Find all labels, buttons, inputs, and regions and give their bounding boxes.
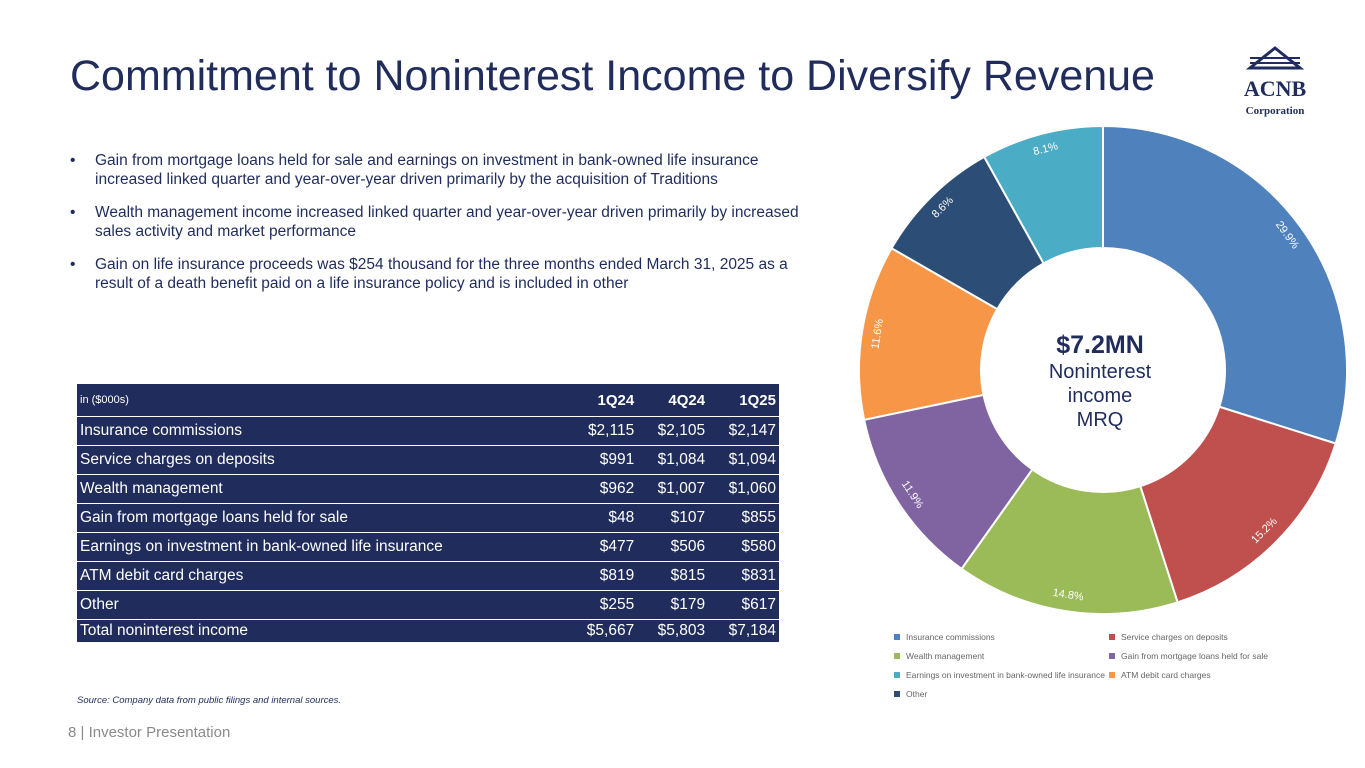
table-cell: $179 [637,590,709,620]
table-cell: Earnings on investment in bank-owned lif… [77,532,567,562]
table-row: Wealth management $962 $1,007 $1,060 [77,474,779,504]
table-cell: Wealth management [77,474,567,504]
legend-swatch [894,634,900,640]
table-row: ATM debit card charges $819 $815 $831 [77,561,779,591]
legend-item: Insurance commissions [894,632,995,642]
table-header-cell: in ($000s) [77,384,567,417]
legend-item: Earnings on investment in bank-owned lif… [894,670,1105,680]
table-row: Earnings on investment in bank-owned lif… [77,532,779,562]
donut-slice-insurance-commissions [1102,125,1348,445]
page-footer: 8 | Investor Presentation [68,724,231,741]
legend-item: Other [894,689,927,699]
table-cell: $506 [637,532,709,562]
legend-label: Earnings on investment in bank-owned lif… [906,670,1105,680]
table-cell: $5,667 [586,622,635,639]
legend-item: Gain from mortgage loans held for sale [1109,651,1268,661]
bullet-item: Wealth management income increased linke… [68,204,803,241]
table-cell: $580 [708,532,779,562]
legend-swatch [894,691,900,697]
table-cell: Other [77,590,567,620]
legend-label: Insurance commissions [906,632,995,642]
table-cell: $7,184 [728,622,776,639]
table-header-cell: 4Q24 [637,384,709,417]
table-cell: $2,105 [637,416,709,446]
bullet-item: Gain from mortgage loans held for sale a… [68,152,803,189]
table-cell: $107 [637,503,709,533]
donut-data-label: 11.6% [869,318,886,350]
table-cell: $2,115 [566,416,638,446]
donut-data-label: 14.8% [1052,587,1085,604]
table-cell: ATM debit card charges [77,561,567,591]
table-cell: Total noninterest income [80,622,249,639]
legend-swatch [894,653,900,659]
legend-item: Wealth management [894,651,984,661]
page-title: Commitment to Noninterest Income to Dive… [70,52,1155,100]
legend-label: Gain from mortgage loans held for sale [1121,651,1268,661]
table-cell: Gain from mortgage loans held for sale [77,503,567,533]
center-label-line: MRQ [1076,409,1124,431]
table-row: Insurance commissions $2,115 $2,105 $2,1… [77,416,779,446]
noninterest-income-donut-chart: 29.9%15.2%14.8%11.9%11.6%8.6%8.1% [858,125,1348,616]
bullet-item: Gain on life insurance proceeds was $254… [68,256,803,293]
table-cell: $1,094 [708,445,779,475]
table-header-row: in ($000s) 1Q24 4Q24 1Q25 [77,384,779,417]
acnb-logo: ACNB Corporation [1244,46,1307,117]
legend-swatch [1109,634,1115,640]
table-cell: $477 [566,532,638,562]
table-total-row: Total noninterest income $5,667 $5,803 $… [77,620,779,643]
table-header-cell: 1Q25 [708,384,779,417]
table-cell: $5,803 [657,622,706,639]
table-cell: $962 [566,474,638,504]
legend-label: Wealth management [906,651,985,661]
legend-item: Service charges on deposits [1109,632,1228,642]
table-cell: $991 [566,445,638,475]
table-cell: $831 [708,561,779,591]
donut-slice-gain-from-mortgage-loans-held-for-sale [862,393,1034,571]
center-label-line: Noninterest [1048,361,1152,383]
table-cell: $2,147 [708,416,779,446]
donut-slice-wealth-management [960,468,1179,616]
table-row: Service charges on deposits $991 $1,084 … [77,445,779,475]
table-cell: Insurance commissions [77,416,567,446]
legend-swatch [894,672,900,678]
legend-item: ATM debit card charges [1109,670,1211,680]
table-cell: $1,084 [637,445,709,475]
legend-label: ATM debit card charges [1121,670,1211,680]
donut-slice-earnings-on-investment-in-bank-owned-life-insurance [982,125,1104,265]
logo-name: ACNB [1244,76,1307,101]
table-row: Other $255 $179 $617 [77,590,779,620]
legend-label: Other [906,689,928,699]
table-cell: Service charges on deposits [77,445,567,475]
table-cell: $1,060 [708,474,779,504]
legend-label: Service charges on deposits [1121,632,1228,642]
center-label-line: income [1067,385,1133,407]
center-value: $7.2MN [1056,331,1144,359]
table-row: Gain from mortgage loans held for sale $… [77,503,779,533]
noninterest-income-table: in ($000s) 1Q24 4Q24 1Q25 Insurance comm… [77,384,779,642]
legend-swatch [1109,653,1115,659]
table-cell: $617 [708,590,779,620]
logo-sub: Corporation [1246,105,1305,117]
table-cell: $815 [637,561,709,591]
donut-center-text: $7.2MN Noninterest income MRQ [1000,330,1200,432]
table-header-cell: 1Q24 [566,384,638,417]
legend-swatch [1109,672,1115,678]
table-cell: $255 [566,590,638,620]
table-cell: $48 [566,503,638,533]
table-cell: $1,007 [637,474,709,504]
table-cell: $855 [708,503,779,533]
bullet-list: Gain from mortgage loans held for sale a… [68,152,803,308]
table-cell: $819 [566,561,638,591]
source-note: Source: Company data from public filings… [77,695,342,706]
donut-slice-service-charges-on-deposits [1139,405,1337,604]
